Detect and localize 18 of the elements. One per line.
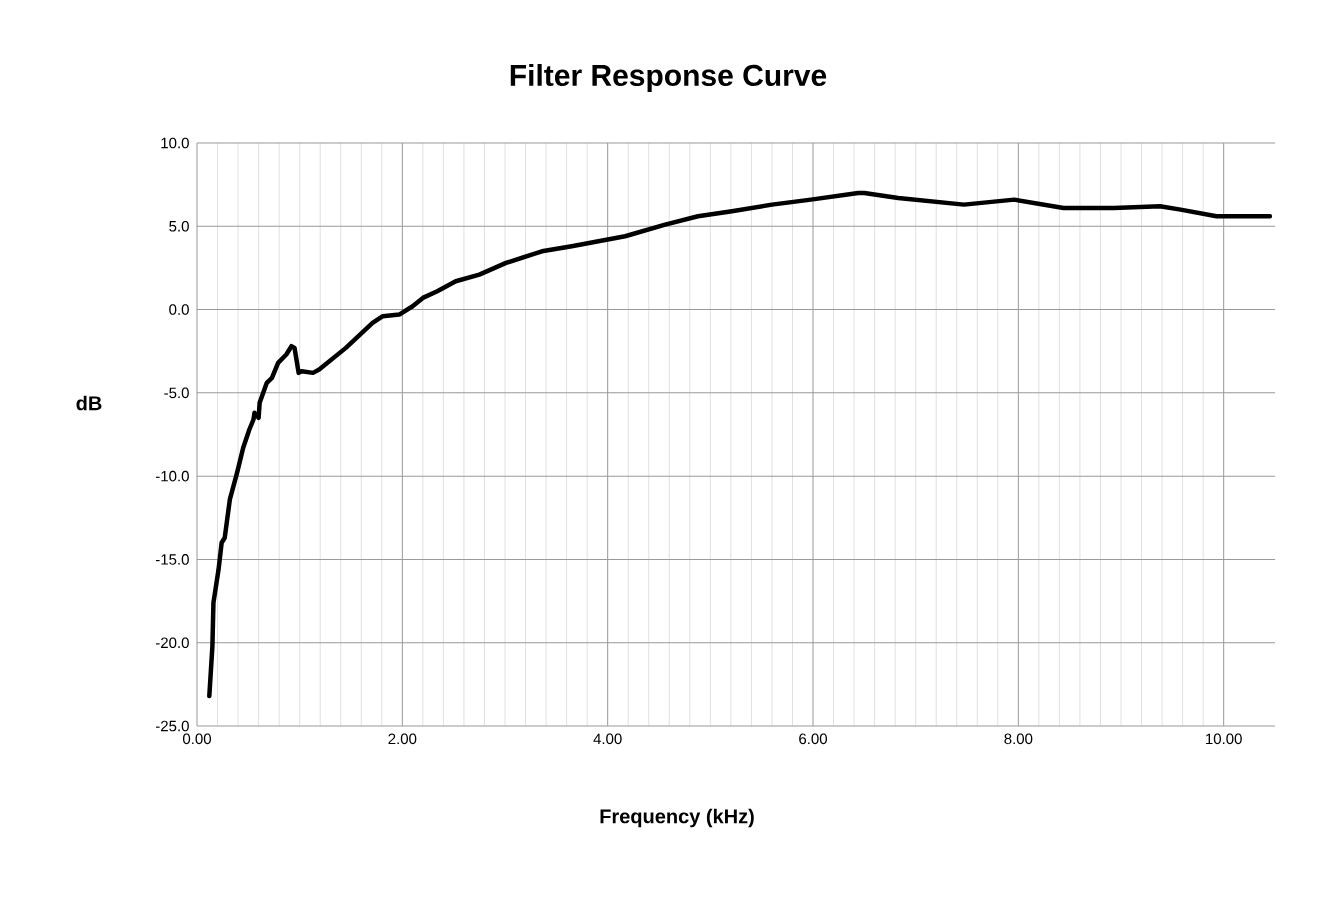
y-tick-label: -25.0 (155, 720, 189, 732)
y-tick-label: -10.0 (155, 470, 189, 482)
y-tick-label: 5.0 (169, 220, 189, 232)
x-tick-label: 10.00 (1206, 733, 1242, 745)
y-tick-label: 0.0 (169, 304, 189, 315)
y-tick-label: 10.0 (161, 137, 189, 149)
x-tick-label: 8.00 (1004, 733, 1033, 745)
chart-title: Filter Response Curve (510, 64, 827, 92)
line-series (207, 190, 1273, 699)
x-tick-label: 6.00 (799, 733, 828, 745)
y-tick-label: -5.0 (164, 387, 189, 399)
y-tick-label: -20.0 (155, 637, 189, 649)
y-axis-title: dB (76, 395, 102, 411)
x-axis-title: Frequency (kHz) (600, 808, 754, 828)
y-tick-label: -15.0 (155, 554, 189, 565)
x-tick-label: 0.00 (182, 733, 211, 745)
x-tick-label: 2.00 (388, 733, 417, 745)
x-tick-label: 4.00 (593, 733, 622, 745)
